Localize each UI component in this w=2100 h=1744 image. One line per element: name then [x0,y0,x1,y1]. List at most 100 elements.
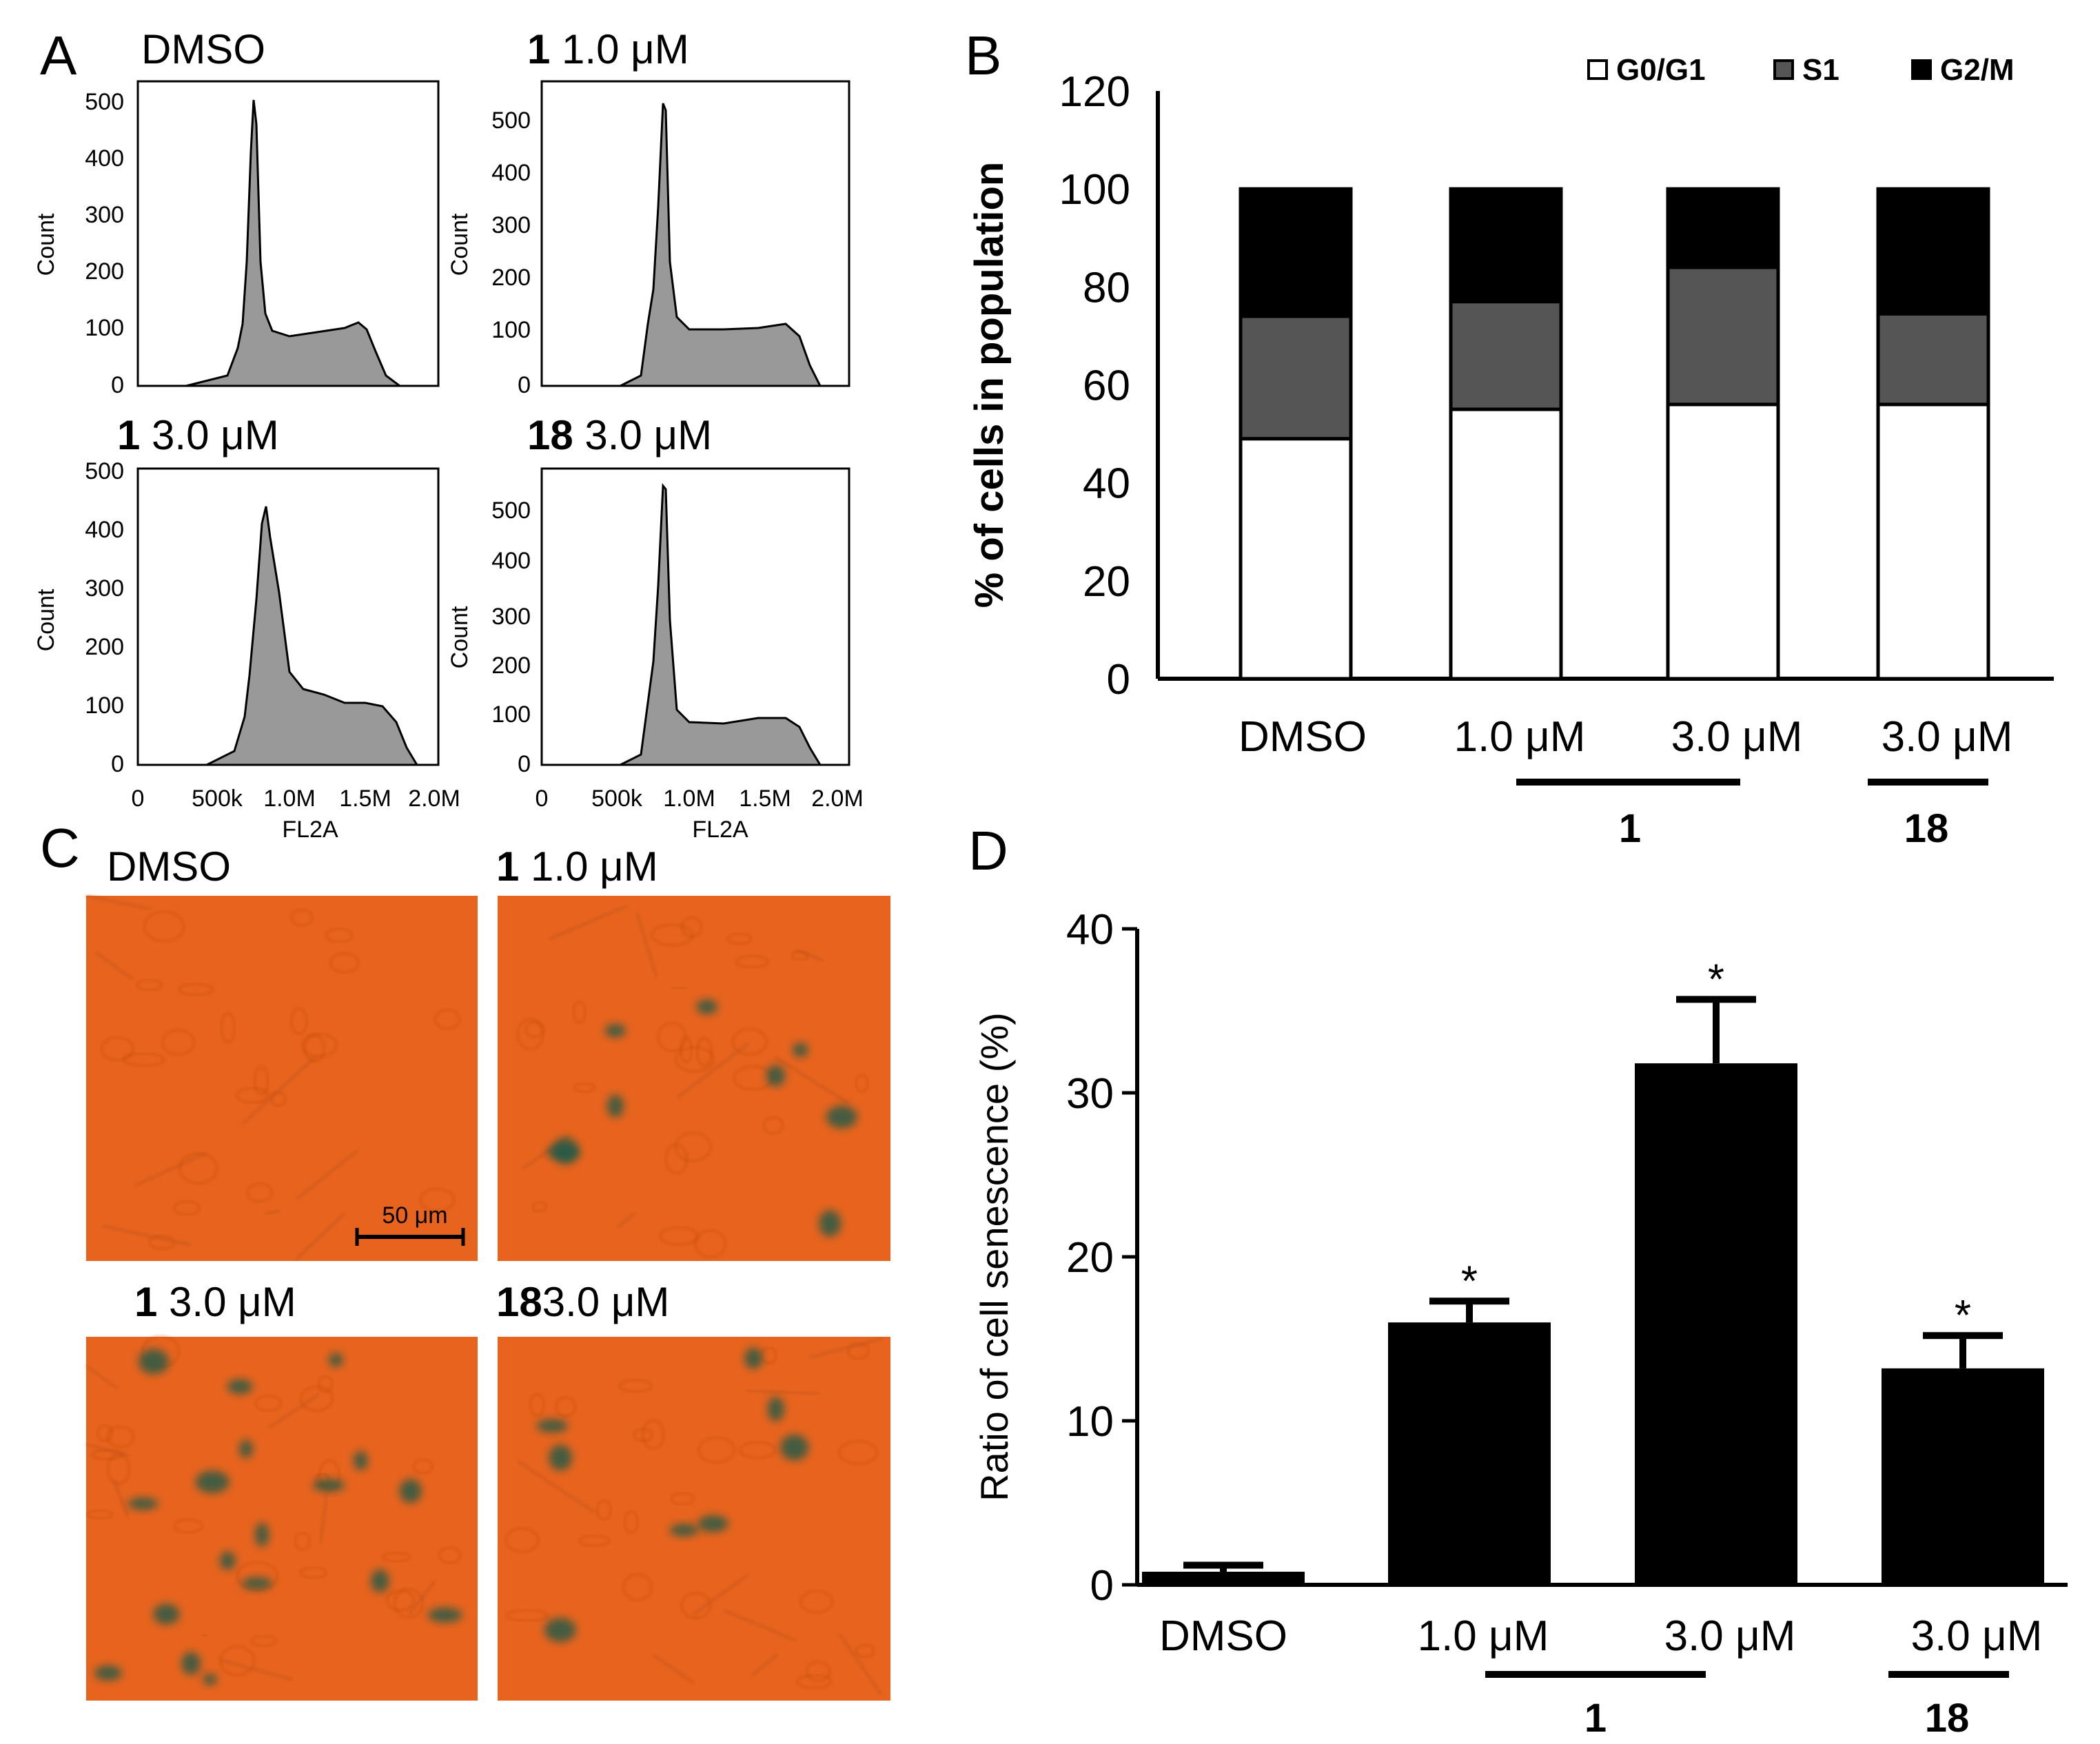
ytick: 500 [491,497,531,524]
cell-outline [506,1609,549,1622]
cell-outline [806,1661,831,1682]
cell-outline [300,1386,334,1412]
compound-label: 18 [527,412,573,458]
legend-label: G0/G1 [1616,53,1706,87]
x-tick-label: DMSO [1238,713,1367,761]
cell-process [295,1149,359,1200]
hist-title-dmso: DMSO [141,26,265,72]
senescent-cell-stain [399,1479,422,1504]
histogram-18-3um: 18 3.0 μM 0 100 200 300 400 500 Count 0 … [447,412,864,843]
histogram-area [185,99,403,387]
cell-outline [855,1074,869,1093]
ytick: 0 [111,751,124,777]
cell-outline [246,1182,273,1202]
y-tick-label: 40 [1066,906,1114,954]
cell-outline [136,979,163,992]
micrograph-2 [498,896,890,1261]
ytick: 0 [518,751,531,777]
micro-title-1-3um: 1 3.0 μM [134,1279,296,1325]
xtick: 0 [132,786,145,812]
cell-process [795,948,824,963]
cell-outline [86,1509,114,1519]
senescent-cell-stain [744,1347,763,1369]
hist-title-18-3um: 18 3.0 μM [527,412,712,458]
scale-bar: 50 μm [355,1202,465,1246]
senescent-cell-stain [767,1397,784,1422]
histogram-1-1um: 1 1.0 μM 0 100 200 300 400 500 Count [447,26,850,398]
hist-ylabel: Count [33,213,59,276]
xtick: 500k [591,786,643,812]
cell-process [838,1632,883,1696]
stacked-bar-segment [1666,265,1780,407]
cell-outline [642,1419,664,1450]
hist-frame [540,467,850,766]
cell-outline [179,983,214,996]
histogram-area [620,103,822,387]
cell-process [723,1609,797,1643]
compound-label: 1 [134,1279,157,1325]
bar [1388,1322,1551,1585]
senescent-cell-stain [94,1665,122,1681]
cell-process [264,1209,281,1216]
senescent-cell-stain [241,1577,273,1590]
cell-outline [657,1022,686,1052]
stacked-bar-segment [1876,187,1990,316]
cell-outline [624,1510,639,1534]
y-axis-label: % of cells in population [967,162,1012,608]
chart-d: 0 10 20 30 40 Ratio of cell senescence (%) DMS… [972,906,2068,1741]
ytick: 500 [491,107,531,134]
cell-process [809,1337,883,1360]
legend-swatch [1911,59,1932,80]
x-tick-label: 3.0 μM [1671,713,1803,761]
y-tick-label: 20 [1066,1234,1114,1282]
panel-letter-a: A [40,25,77,86]
cell-outline [735,954,769,969]
senescent-cell-stain [780,1434,809,1461]
hist-ylabel: Count [33,588,59,651]
x-tick-label: DMSO [1159,1612,1287,1660]
group-label: 18 [1904,806,1949,851]
significance-marker: * [1955,1292,1971,1340]
ytick: 0 [518,372,531,398]
micrograph-4 [498,1337,890,1701]
xtick: 1.0M [263,786,316,812]
cell-process [652,1654,695,1685]
y-tick-label: 0 [1090,1562,1114,1610]
compound-label: 1 [527,26,550,72]
bar [1635,1063,1797,1585]
senescent-cell-stain [195,1470,230,1494]
cell-outline [532,1201,547,1213]
senescent-cell-stain [181,1652,201,1675]
cell-process [773,1056,850,1105]
cell-process [548,904,629,941]
x-tick-label: 1.0 μM [1418,1612,1549,1660]
hist-xlabel: FL2A [692,817,748,843]
cell-process [85,894,153,911]
histogram-area [620,482,822,766]
cell-outline [697,1437,735,1464]
cell-outline [529,1393,545,1417]
micro-title-1-1um: 1 1.0 μM [496,843,658,890]
cell-outline [101,1036,134,1061]
senescent-cell-stain [826,1105,857,1129]
y-tick-label: 40 [1083,460,1130,508]
cell-outline [732,1028,768,1056]
stacked-bar-segment [1238,437,1353,681]
cell-outline [303,1034,325,1062]
compound-label: 18 [496,1279,542,1325]
cell-process [516,1459,596,1514]
cell-outline [651,924,693,946]
histogram-1-3um: 1 3.0 μM 0 100 200 300 400 500 Count 0 5… [33,412,460,843]
ytick: 400 [85,517,124,543]
micro-title-dmso: DMSO [107,843,231,890]
ytick: 100 [85,315,124,341]
xtick: 2.0M [408,786,460,812]
xtick: 1.5M [739,786,791,812]
hist-title-1-1um: 1 1.0 μM [527,26,689,72]
senescent-cell-stain [669,1524,699,1537]
stacked-bar-segment [1238,314,1353,441]
y-tick-label: 120 [1059,68,1130,116]
cell-outline [413,1459,434,1475]
stacked-bar-segment [1238,187,1353,318]
